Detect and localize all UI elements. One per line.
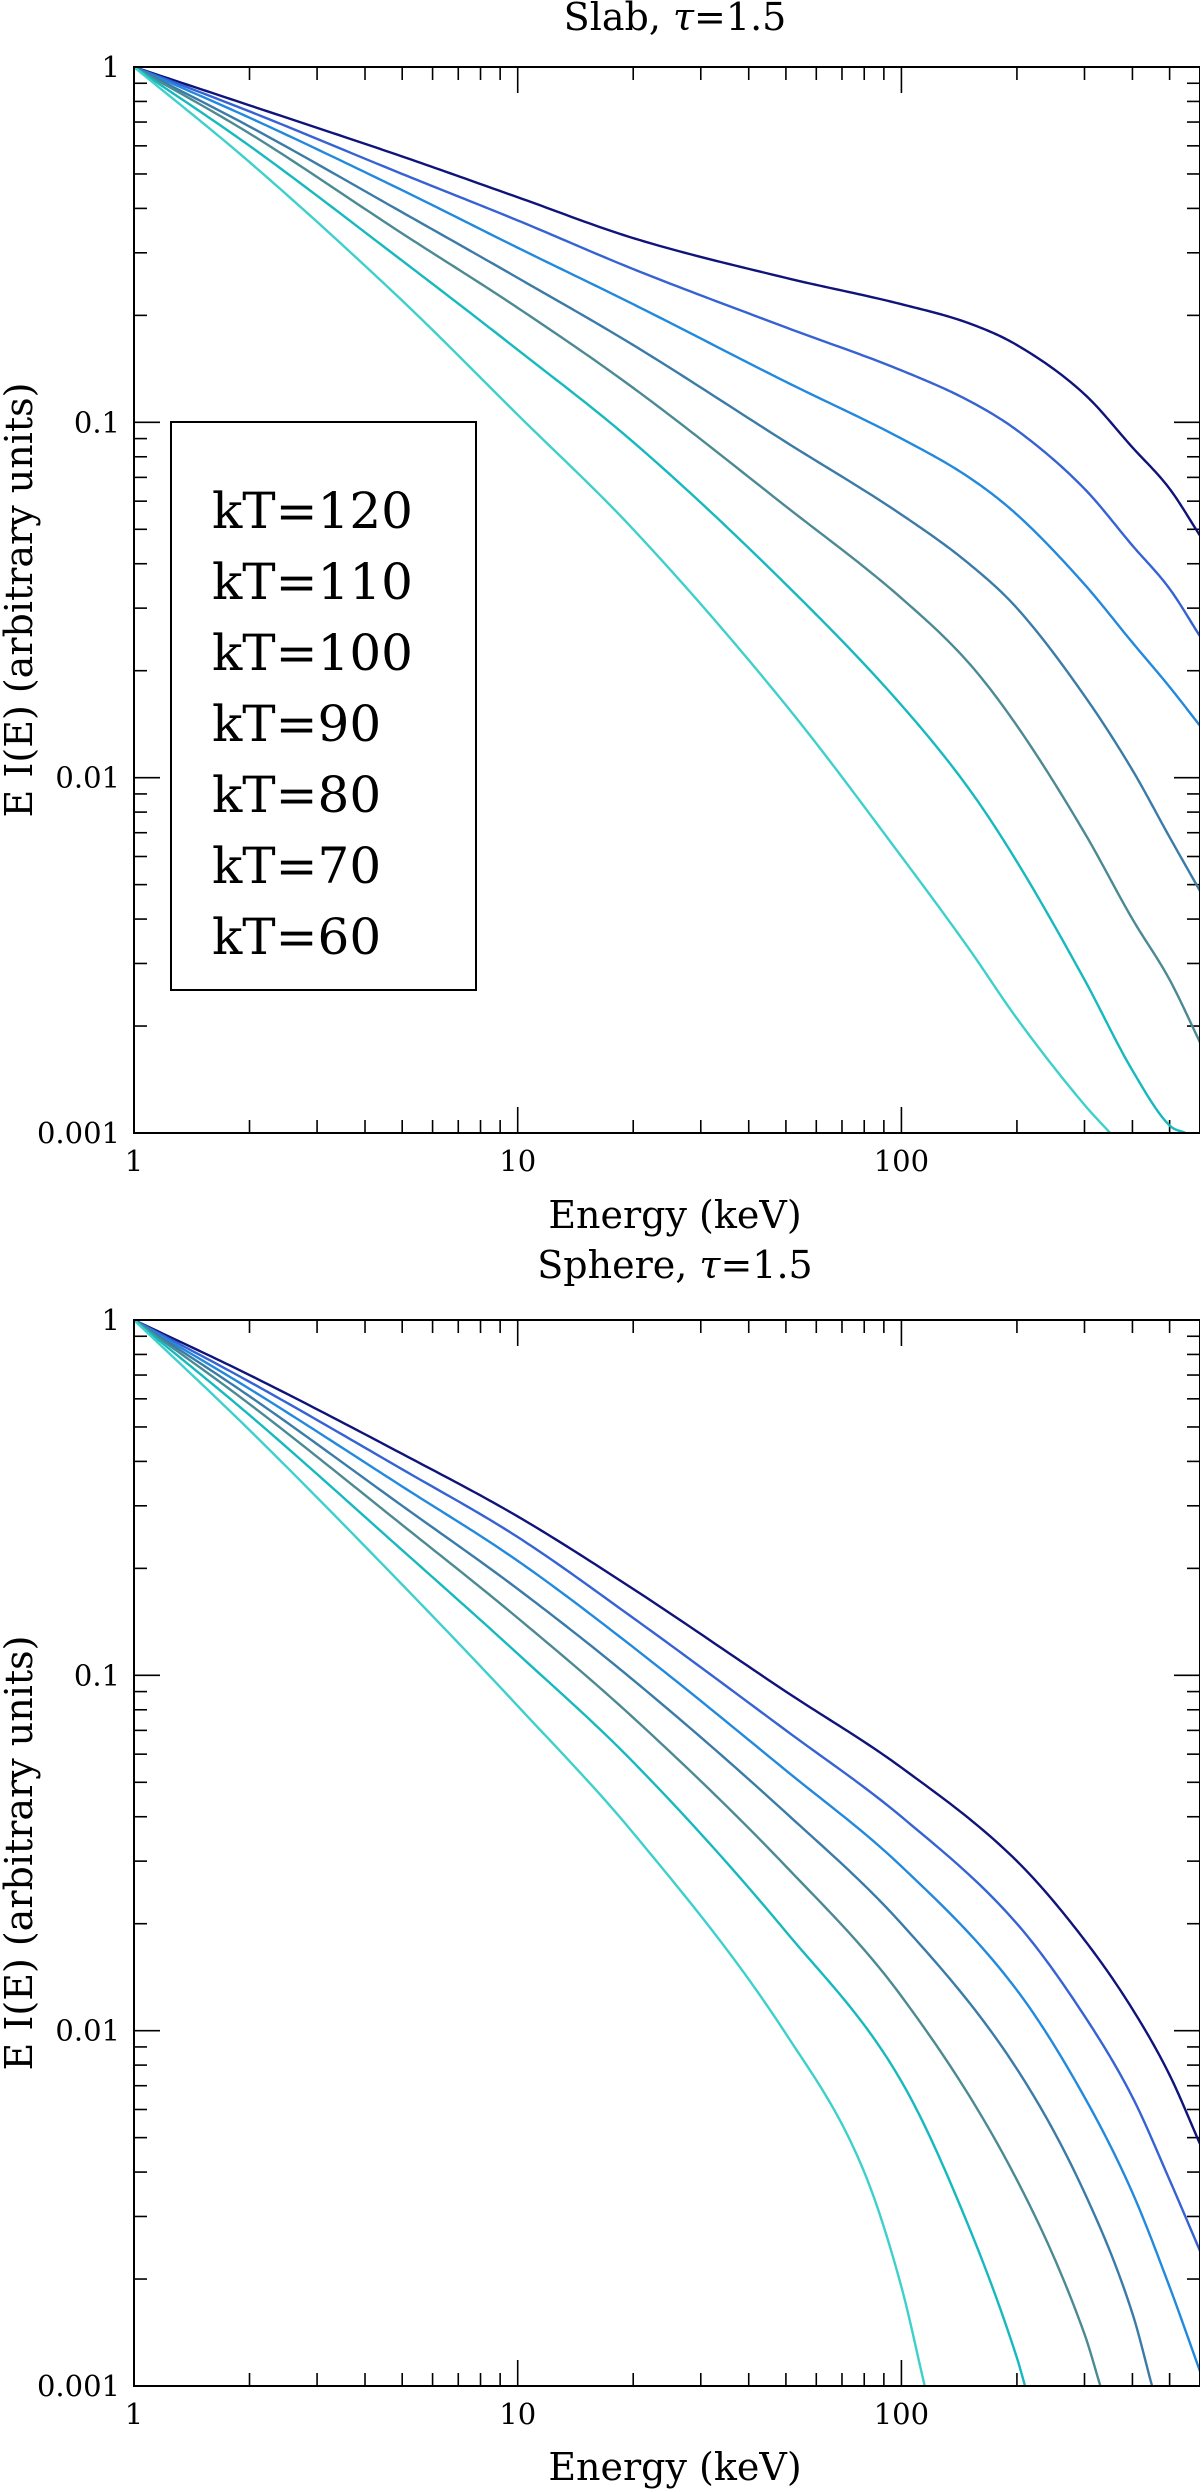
y-tick-label: 0.01 xyxy=(55,761,120,795)
chart-title-sphere-prefix: Sphere, xyxy=(537,1243,687,1287)
y-tick-label: 0.001 xyxy=(37,2369,120,2403)
y-tick-label: 1 xyxy=(102,1303,120,1337)
series-line-sphere-kt120 xyxy=(134,1320,1200,2146)
legend-entry-kt100: kT=100 xyxy=(212,624,413,682)
chart-sphere: Sphere, τ=1.5 Energy (keV) E I(E) (arbit… xyxy=(0,1243,1200,2489)
y-axis-label-slab: E I(E) (arbitrary units) xyxy=(0,383,41,818)
legend-slab: kT=120 kT=110 kT=100 kT=90 kT=80 kT=70 k… xyxy=(170,421,477,991)
series-line-sphere-kt90 xyxy=(134,1320,1154,2386)
series-line-slab-kt70 xyxy=(134,67,1187,1133)
y-tick-label: 0.01 xyxy=(55,2014,120,2048)
series-line-sphere-kt70 xyxy=(134,1320,1027,2386)
legend-entry-kt60: kT=60 xyxy=(212,908,381,966)
plot-frame-slab xyxy=(133,66,1200,1134)
chart-title-slab-prefix: Slab, xyxy=(564,0,661,39)
legend-entry-kt110: kT=110 xyxy=(212,553,413,611)
chart-title-sphere-value: =1.5 xyxy=(720,1243,812,1287)
plot-frame-sphere xyxy=(133,1319,1200,2387)
legend-box-slab xyxy=(170,421,477,991)
series-line-slab-kt100 xyxy=(134,67,1200,727)
x-tick-label: 10 xyxy=(499,1144,536,1178)
y-tick-label: 1 xyxy=(102,50,120,84)
x-axis-label-sphere: Energy (keV) xyxy=(548,2445,801,2489)
legend-entry-kt120: kT=120 xyxy=(212,482,413,540)
series-line-slab-kt80 xyxy=(134,67,1200,1044)
series-line-slab-kt90 xyxy=(134,67,1200,893)
chart-slab: Slab, τ=1.5 Energy (keV) E I(E) (arbitra… xyxy=(0,0,1200,1237)
y-tick-label: 0.1 xyxy=(74,405,120,439)
series-line-slab-kt120 xyxy=(134,67,1200,537)
x-tick-label: 10 xyxy=(499,2397,536,2431)
x-tick-label: 100 xyxy=(874,1144,929,1178)
chart-title-sphere-tau: τ xyxy=(699,1243,721,1287)
chart-title-slab-tau: τ xyxy=(673,0,695,39)
series-line-sphere-kt80 xyxy=(134,1320,1102,2386)
x-axis-label-slab: Energy (keV) xyxy=(548,1193,801,1237)
series-line-sphere-kt110 xyxy=(134,1320,1200,2253)
chart-title-sphere: Sphere, τ=1.5 xyxy=(537,1243,812,1287)
y-axis-label-sphere: E I(E) (arbitrary units) xyxy=(0,1636,41,2071)
series-line-slab-kt60 xyxy=(134,67,1112,1133)
series-line-sphere-kt100 xyxy=(134,1320,1200,2373)
x-tick-label: 100 xyxy=(874,2397,929,2431)
y-tick-label: 0.001 xyxy=(37,1116,120,1150)
series-line-sphere-kt60 xyxy=(134,1320,926,2386)
y-tick-label: 0.1 xyxy=(74,1658,120,1692)
x-tick-label: 1 xyxy=(125,1144,143,1178)
series-sphere xyxy=(134,1320,1200,2386)
legend-entry-kt80: kT=80 xyxy=(212,766,381,824)
legend-entry-kt70: kT=70 xyxy=(212,837,381,895)
chart-title-slab-value: =1.5 xyxy=(694,0,786,39)
series-slab xyxy=(134,67,1200,1133)
series-line-slab-kt110 xyxy=(134,67,1200,638)
chart-title-slab: Slab, τ=1.5 xyxy=(564,0,787,39)
legend-entry-kt90: kT=90 xyxy=(212,695,381,753)
x-tick-label: 1 xyxy=(125,2397,143,2431)
